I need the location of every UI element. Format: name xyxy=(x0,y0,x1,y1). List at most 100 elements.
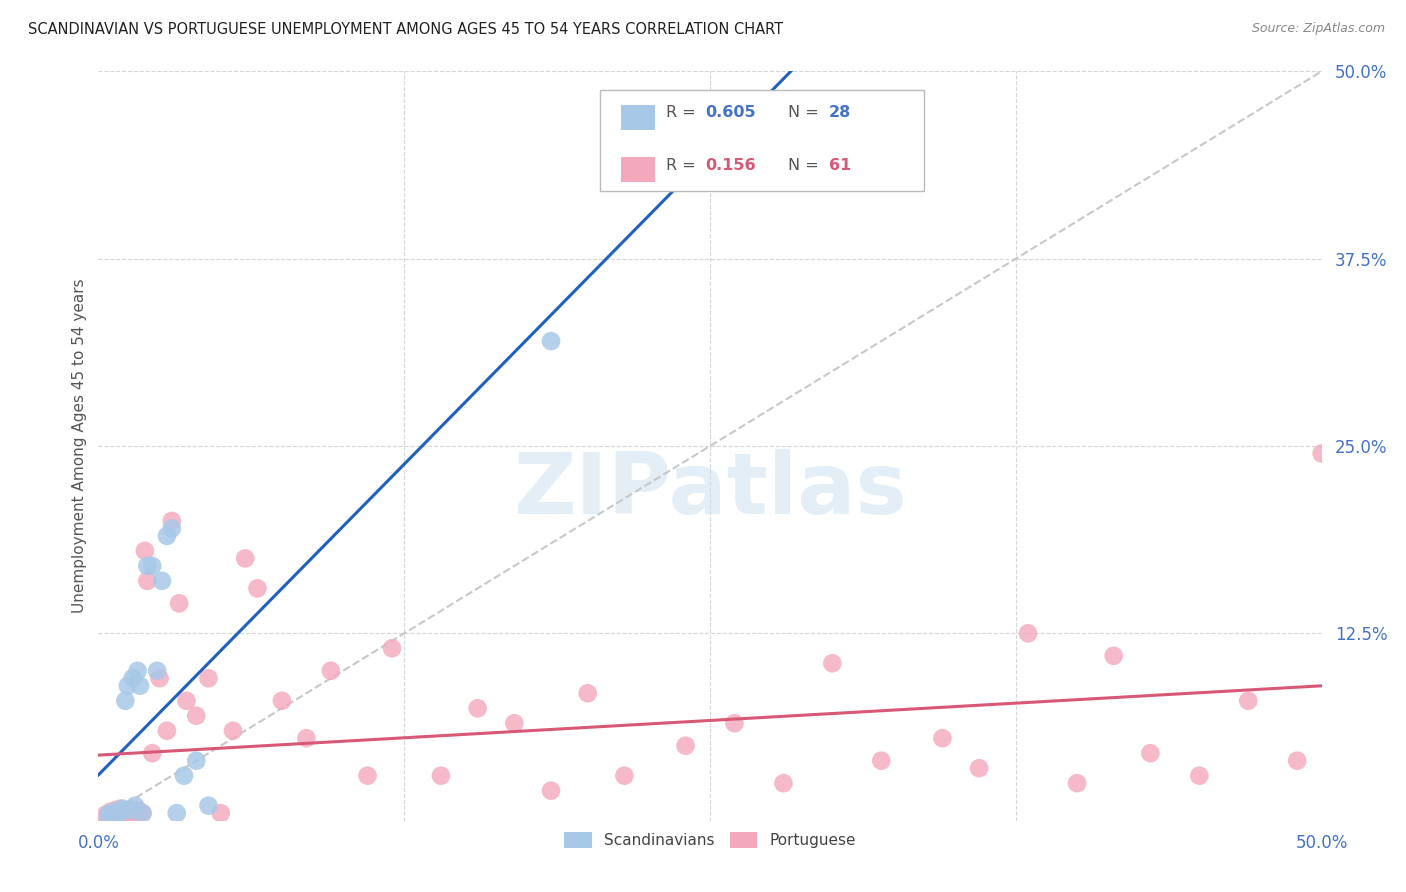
Point xyxy=(141,558,163,573)
Point xyxy=(129,805,152,819)
Point xyxy=(120,803,142,817)
Point xyxy=(156,723,179,738)
FancyBboxPatch shape xyxy=(620,157,655,182)
Point xyxy=(166,806,188,821)
Point xyxy=(110,805,132,819)
Point xyxy=(136,574,159,588)
Point xyxy=(160,514,183,528)
Point xyxy=(107,806,129,821)
Point xyxy=(110,806,132,821)
Point xyxy=(356,769,378,783)
Text: N =: N = xyxy=(789,105,824,120)
Point xyxy=(467,701,489,715)
Point xyxy=(104,805,127,819)
Point xyxy=(121,805,143,819)
Point xyxy=(967,761,990,775)
Point xyxy=(120,803,142,817)
Point xyxy=(97,807,120,822)
Point xyxy=(101,807,124,822)
Point xyxy=(931,731,953,746)
Point xyxy=(111,803,134,817)
FancyBboxPatch shape xyxy=(620,104,655,129)
Point xyxy=(100,806,122,821)
Point xyxy=(381,641,404,656)
Point xyxy=(870,754,893,768)
Point xyxy=(114,806,136,821)
Point xyxy=(233,551,256,566)
Point xyxy=(772,776,794,790)
Point xyxy=(149,671,172,685)
Point xyxy=(1102,648,1125,663)
Point xyxy=(127,803,149,817)
Point xyxy=(100,805,122,819)
Point xyxy=(209,806,232,821)
Y-axis label: Unemployment Among Ages 45 to 54 years: Unemployment Among Ages 45 to 54 years xyxy=(72,278,87,614)
Point xyxy=(295,731,318,746)
Point xyxy=(114,694,136,708)
Point xyxy=(173,769,195,783)
Point xyxy=(121,671,143,685)
Point xyxy=(97,809,120,823)
Point xyxy=(176,694,198,708)
Point xyxy=(146,664,169,678)
Point xyxy=(111,802,134,816)
Point xyxy=(1310,446,1333,460)
Point xyxy=(111,803,134,817)
Point xyxy=(167,596,190,610)
Point xyxy=(124,798,146,813)
Point xyxy=(197,671,219,685)
Text: 61: 61 xyxy=(828,158,851,172)
Point xyxy=(540,783,562,797)
Point xyxy=(576,686,599,700)
Point xyxy=(503,716,526,731)
Point xyxy=(197,798,219,813)
Point xyxy=(821,657,844,671)
Point xyxy=(117,679,139,693)
Point xyxy=(430,769,453,783)
Point xyxy=(186,708,208,723)
Point xyxy=(675,739,697,753)
Text: 0.605: 0.605 xyxy=(706,105,756,120)
Text: Source: ZipAtlas.com: Source: ZipAtlas.com xyxy=(1251,22,1385,36)
Point xyxy=(129,679,152,693)
Point xyxy=(131,806,153,821)
Text: 0.156: 0.156 xyxy=(706,158,756,172)
Legend: Scandinavians, Portuguese: Scandinavians, Portuguese xyxy=(558,826,862,855)
Point xyxy=(1237,694,1260,708)
Point xyxy=(662,169,685,184)
Point xyxy=(246,582,269,596)
Point xyxy=(100,806,122,821)
Point xyxy=(1017,626,1039,640)
Text: N =: N = xyxy=(789,158,824,172)
Text: 28: 28 xyxy=(828,105,851,120)
Point xyxy=(117,807,139,822)
Point xyxy=(101,807,124,822)
Point xyxy=(131,806,153,821)
Point xyxy=(540,334,562,348)
Point xyxy=(186,754,208,768)
Point xyxy=(107,805,129,819)
Point xyxy=(1066,776,1088,790)
Point xyxy=(94,807,117,822)
Point xyxy=(110,802,132,816)
Text: SCANDINAVIAN VS PORTUGUESE UNEMPLOYMENT AMONG AGES 45 TO 54 YEARS CORRELATION CH: SCANDINAVIAN VS PORTUGUESE UNEMPLOYMENT … xyxy=(28,22,783,37)
Point xyxy=(127,664,149,678)
Point xyxy=(124,806,146,821)
Point xyxy=(104,803,127,817)
Point xyxy=(136,558,159,573)
Point xyxy=(1188,769,1211,783)
Point xyxy=(107,807,129,822)
Point xyxy=(160,521,183,535)
Point xyxy=(613,769,636,783)
Point xyxy=(222,723,245,738)
Text: R =: R = xyxy=(666,158,700,172)
Point xyxy=(723,716,745,731)
Point xyxy=(104,806,127,821)
Point xyxy=(150,574,173,588)
Point xyxy=(270,694,294,708)
Point xyxy=(1286,754,1309,768)
FancyBboxPatch shape xyxy=(600,90,924,191)
Text: ZIPatlas: ZIPatlas xyxy=(513,450,907,533)
Point xyxy=(134,544,156,558)
Point xyxy=(319,664,342,678)
